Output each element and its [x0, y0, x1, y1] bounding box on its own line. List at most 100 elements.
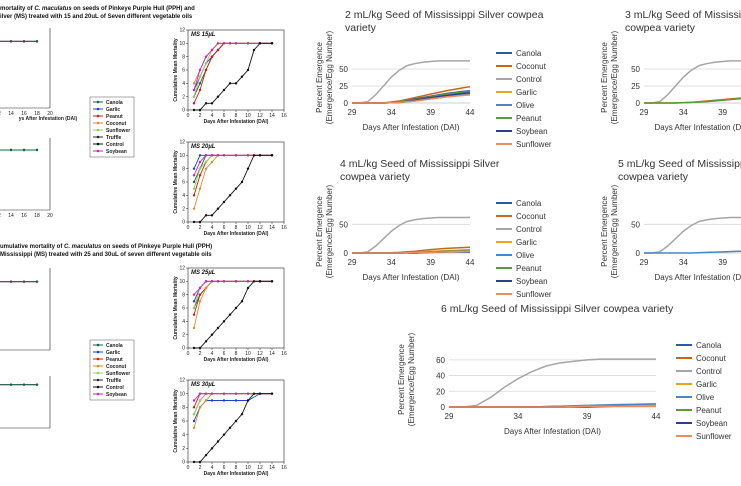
pph-panel-cropped: 12 14 16 18 20: [0, 28, 53, 117]
x-tick-label: 10: [245, 465, 251, 471]
y-tick-label: 12: [179, 378, 185, 384]
x-tick-label: 4: [211, 465, 214, 471]
y-axis-label: Cumulative Mean Mortality: [173, 150, 179, 214]
legend-label-soybean: Soybean: [516, 277, 548, 286]
x-tick-label: 16: [281, 225, 287, 231]
data-point-canola: [9, 383, 13, 386]
data-point-control: [252, 280, 256, 283]
data-point-peanut: [198, 88, 202, 92]
data-point-coconut: [192, 207, 196, 210]
data-point-control: [198, 346, 202, 350]
x-tick-label: 8: [235, 351, 238, 357]
x-axis-label-cropped: ys After Infestation (DAI): [19, 116, 78, 122]
y-axis-label-line2: (Emergence/Egg Number): [325, 184, 334, 278]
legend-label-coconut: Coconut: [516, 62, 547, 71]
data-point-control: [270, 42, 274, 45]
x-tick-label: 6: [223, 113, 226, 119]
legend-label-control: Control: [106, 385, 124, 391]
x-tick-label: 6: [223, 225, 226, 231]
y-tick-label: 12: [179, 28, 185, 34]
y-tick-label: 0: [182, 346, 185, 352]
y-tick-label: 4: [182, 81, 185, 87]
pph-panel-cropped: [0, 268, 51, 351]
x-tick-label: 16: [281, 465, 287, 471]
y-tick-label: 0: [441, 403, 446, 412]
x-tick-label: 4: [211, 113, 214, 119]
legend-label-soybean: Soybean: [696, 419, 728, 428]
series-line-sunflower: [193, 280, 272, 309]
x-tick-label: 2: [199, 225, 202, 231]
emergence-panel-5-ml-kg-seed-of-mississippi-silver-cowpea-variety: 5 mL/kg Seed of Mississippi Silvercowpea…: [600, 158, 741, 282]
legend-label-olive: Olive: [696, 393, 715, 402]
y-tick-label: 0: [344, 249, 349, 258]
x-tick-label: 0: [187, 113, 190, 119]
series-line-canola: [0, 384, 37, 386]
data-point-control: [222, 88, 226, 92]
y-tick-label: 12: [179, 140, 185, 146]
data-point-soybean: [198, 68, 202, 72]
data-point-sunflower: [198, 75, 202, 78]
legend-label-coconut: Coconut: [106, 364, 127, 370]
data-point-coconut: [210, 160, 214, 164]
data-point-soybean: [216, 280, 220, 283]
x-tick-label: 34: [679, 108, 688, 117]
y-axis-label-line1: Percent Emergence: [600, 42, 609, 113]
series-line-peanut: [193, 280, 272, 315]
data-point-coconut: [198, 300, 202, 303]
legend-label-control: Control: [696, 367, 722, 376]
x-tick-label: 12: [0, 111, 1, 117]
x-tick-label: 44: [466, 258, 475, 267]
data-point-soybean: [234, 280, 238, 283]
y-tick-label: 40: [436, 372, 445, 381]
series-line-garlic: [193, 393, 272, 422]
x-tick-label: 10: [245, 225, 251, 231]
data-point-canola: [35, 40, 39, 43]
data-point-control: [252, 392, 256, 395]
y-axis-label-line1: Percent Emergence: [397, 344, 406, 415]
data-point-soybean: [234, 392, 238, 395]
x-tick-label: 29: [640, 108, 649, 117]
data-point-control: [246, 399, 250, 402]
data-point-peanut: [192, 194, 196, 197]
x-tick-label: 12: [257, 351, 263, 357]
data-point-soybean: [216, 42, 220, 45]
series-line-canola: [0, 149, 37, 151]
legend-label-peanut: Peanut: [516, 264, 542, 273]
y-tick-label: 6: [182, 68, 185, 74]
x-tick-label: 14: [8, 213, 14, 219]
x-tick-label: 12: [257, 225, 263, 231]
data-point-garlic: [222, 399, 226, 402]
data-point-sunflower: [192, 95, 196, 98]
series-line-control: [0, 149, 37, 151]
series-line-control: [0, 40, 37, 42]
mortality-panel-ms-20-l: 0 2 4 6 8 10 12 0 2 4 6 8 10 12 14 16 MS 20µL Days After …: [173, 140, 287, 237]
data-point-canola: [22, 40, 26, 43]
chart-title-line: cowpea variety: [618, 171, 689, 183]
plot-frame: [187, 29, 285, 111]
data-point-canola: [35, 148, 39, 152]
data-point-peanut: [198, 293, 202, 296]
data-point-control: [258, 280, 262, 283]
y-tick-label: 25: [631, 82, 640, 91]
data-point-garlic: [210, 399, 214, 402]
data-point-control: [228, 426, 232, 430]
mortality-panel-ms-30-l: 0 2 4 6 8 10 12 0 2 4 6 8 10 12 14 16 MS 30µL Days After …: [173, 378, 287, 477]
legend-marker-sunflower: [96, 128, 100, 132]
series-line-control: [644, 216, 741, 254]
series-line-olive: [644, 250, 741, 254]
data-point-coconut: [204, 167, 208, 170]
data-point-sunflower: [198, 167, 202, 170]
figure-a-caption-line2: ilver (MS) treated with 15 and 20uL of S…: [0, 14, 193, 20]
legend-marker-garlic: [96, 107, 100, 111]
data-point-control: [252, 154, 256, 157]
y-tick-label: 4: [182, 319, 185, 325]
panel-title: MS 30µL: [191, 382, 216, 388]
y-tick-label: 0: [182, 460, 185, 466]
legend-label-soybean: Soybean: [516, 127, 548, 136]
data-point-control: [234, 306, 238, 310]
data-point-control: [192, 460, 196, 464]
data-point-control: [234, 82, 238, 85]
series-line-control: [352, 60, 470, 104]
x-tick-label: 8: [235, 225, 238, 231]
data-point-control: [270, 154, 274, 157]
